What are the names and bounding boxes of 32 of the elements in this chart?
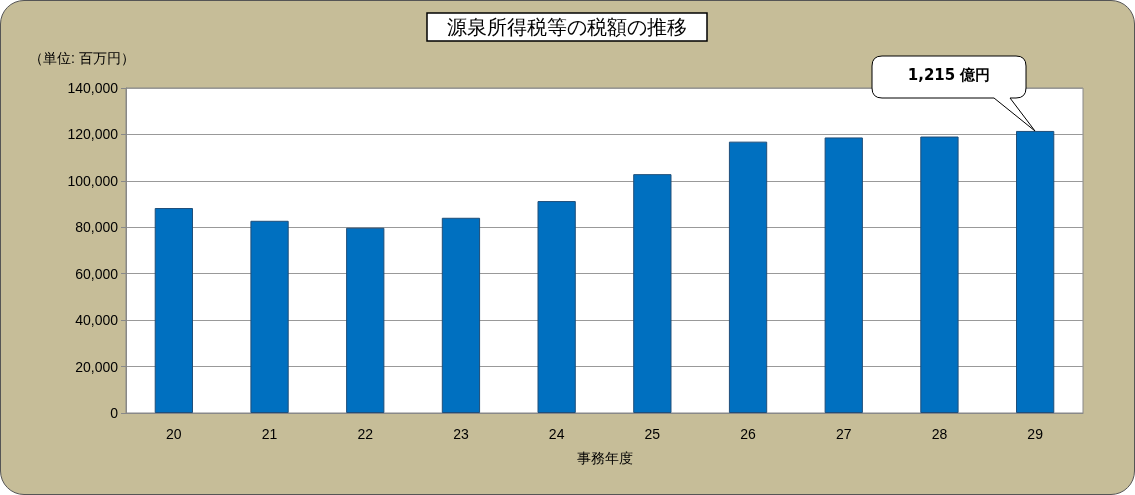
x-tick-label: 28 bbox=[931, 426, 948, 442]
bar bbox=[728, 141, 768, 413]
bar bbox=[920, 136, 959, 413]
chart-title: 源泉所得税等の税額の推移 bbox=[447, 15, 687, 39]
y-tick-label: 80,000 bbox=[75, 219, 119, 236]
x-tick-label: 21 bbox=[261, 426, 278, 442]
bar bbox=[1016, 130, 1055, 413]
x-tick-label: 24 bbox=[548, 426, 565, 442]
bar bbox=[633, 174, 672, 413]
x-tick-label: 27 bbox=[835, 426, 852, 442]
x-tick-label: 20 bbox=[166, 426, 182, 442]
x-tick-label: 25 bbox=[644, 426, 661, 442]
y-tick-label: 100,000 bbox=[67, 172, 119, 189]
y-tick-label: 60,000 bbox=[75, 265, 119, 282]
y-tick-label: 20,000 bbox=[75, 358, 119, 375]
bar bbox=[441, 217, 481, 413]
y-axis-title: （単位: 百万円） bbox=[29, 50, 135, 66]
bar bbox=[250, 220, 289, 413]
bar bbox=[154, 208, 193, 413]
x-tick-label: 22 bbox=[357, 426, 374, 442]
y-tick-label: 120,000 bbox=[67, 126, 119, 143]
y-tick-label: 0 bbox=[110, 405, 119, 421]
bar bbox=[537, 201, 576, 413]
bar bbox=[824, 137, 863, 413]
x-tick-label: 23 bbox=[453, 426, 469, 442]
x-axis-title: 事務年度 bbox=[576, 450, 633, 466]
y-tick-label: 40,000 bbox=[75, 312, 119, 329]
x-tick-label: 29 bbox=[1027, 426, 1044, 442]
x-tick-label: 26 bbox=[740, 426, 757, 442]
callout-box: 1,215 億円 bbox=[870, 54, 1037, 132]
y-tick-label: 140,000 bbox=[67, 80, 119, 96]
bar bbox=[346, 227, 385, 413]
